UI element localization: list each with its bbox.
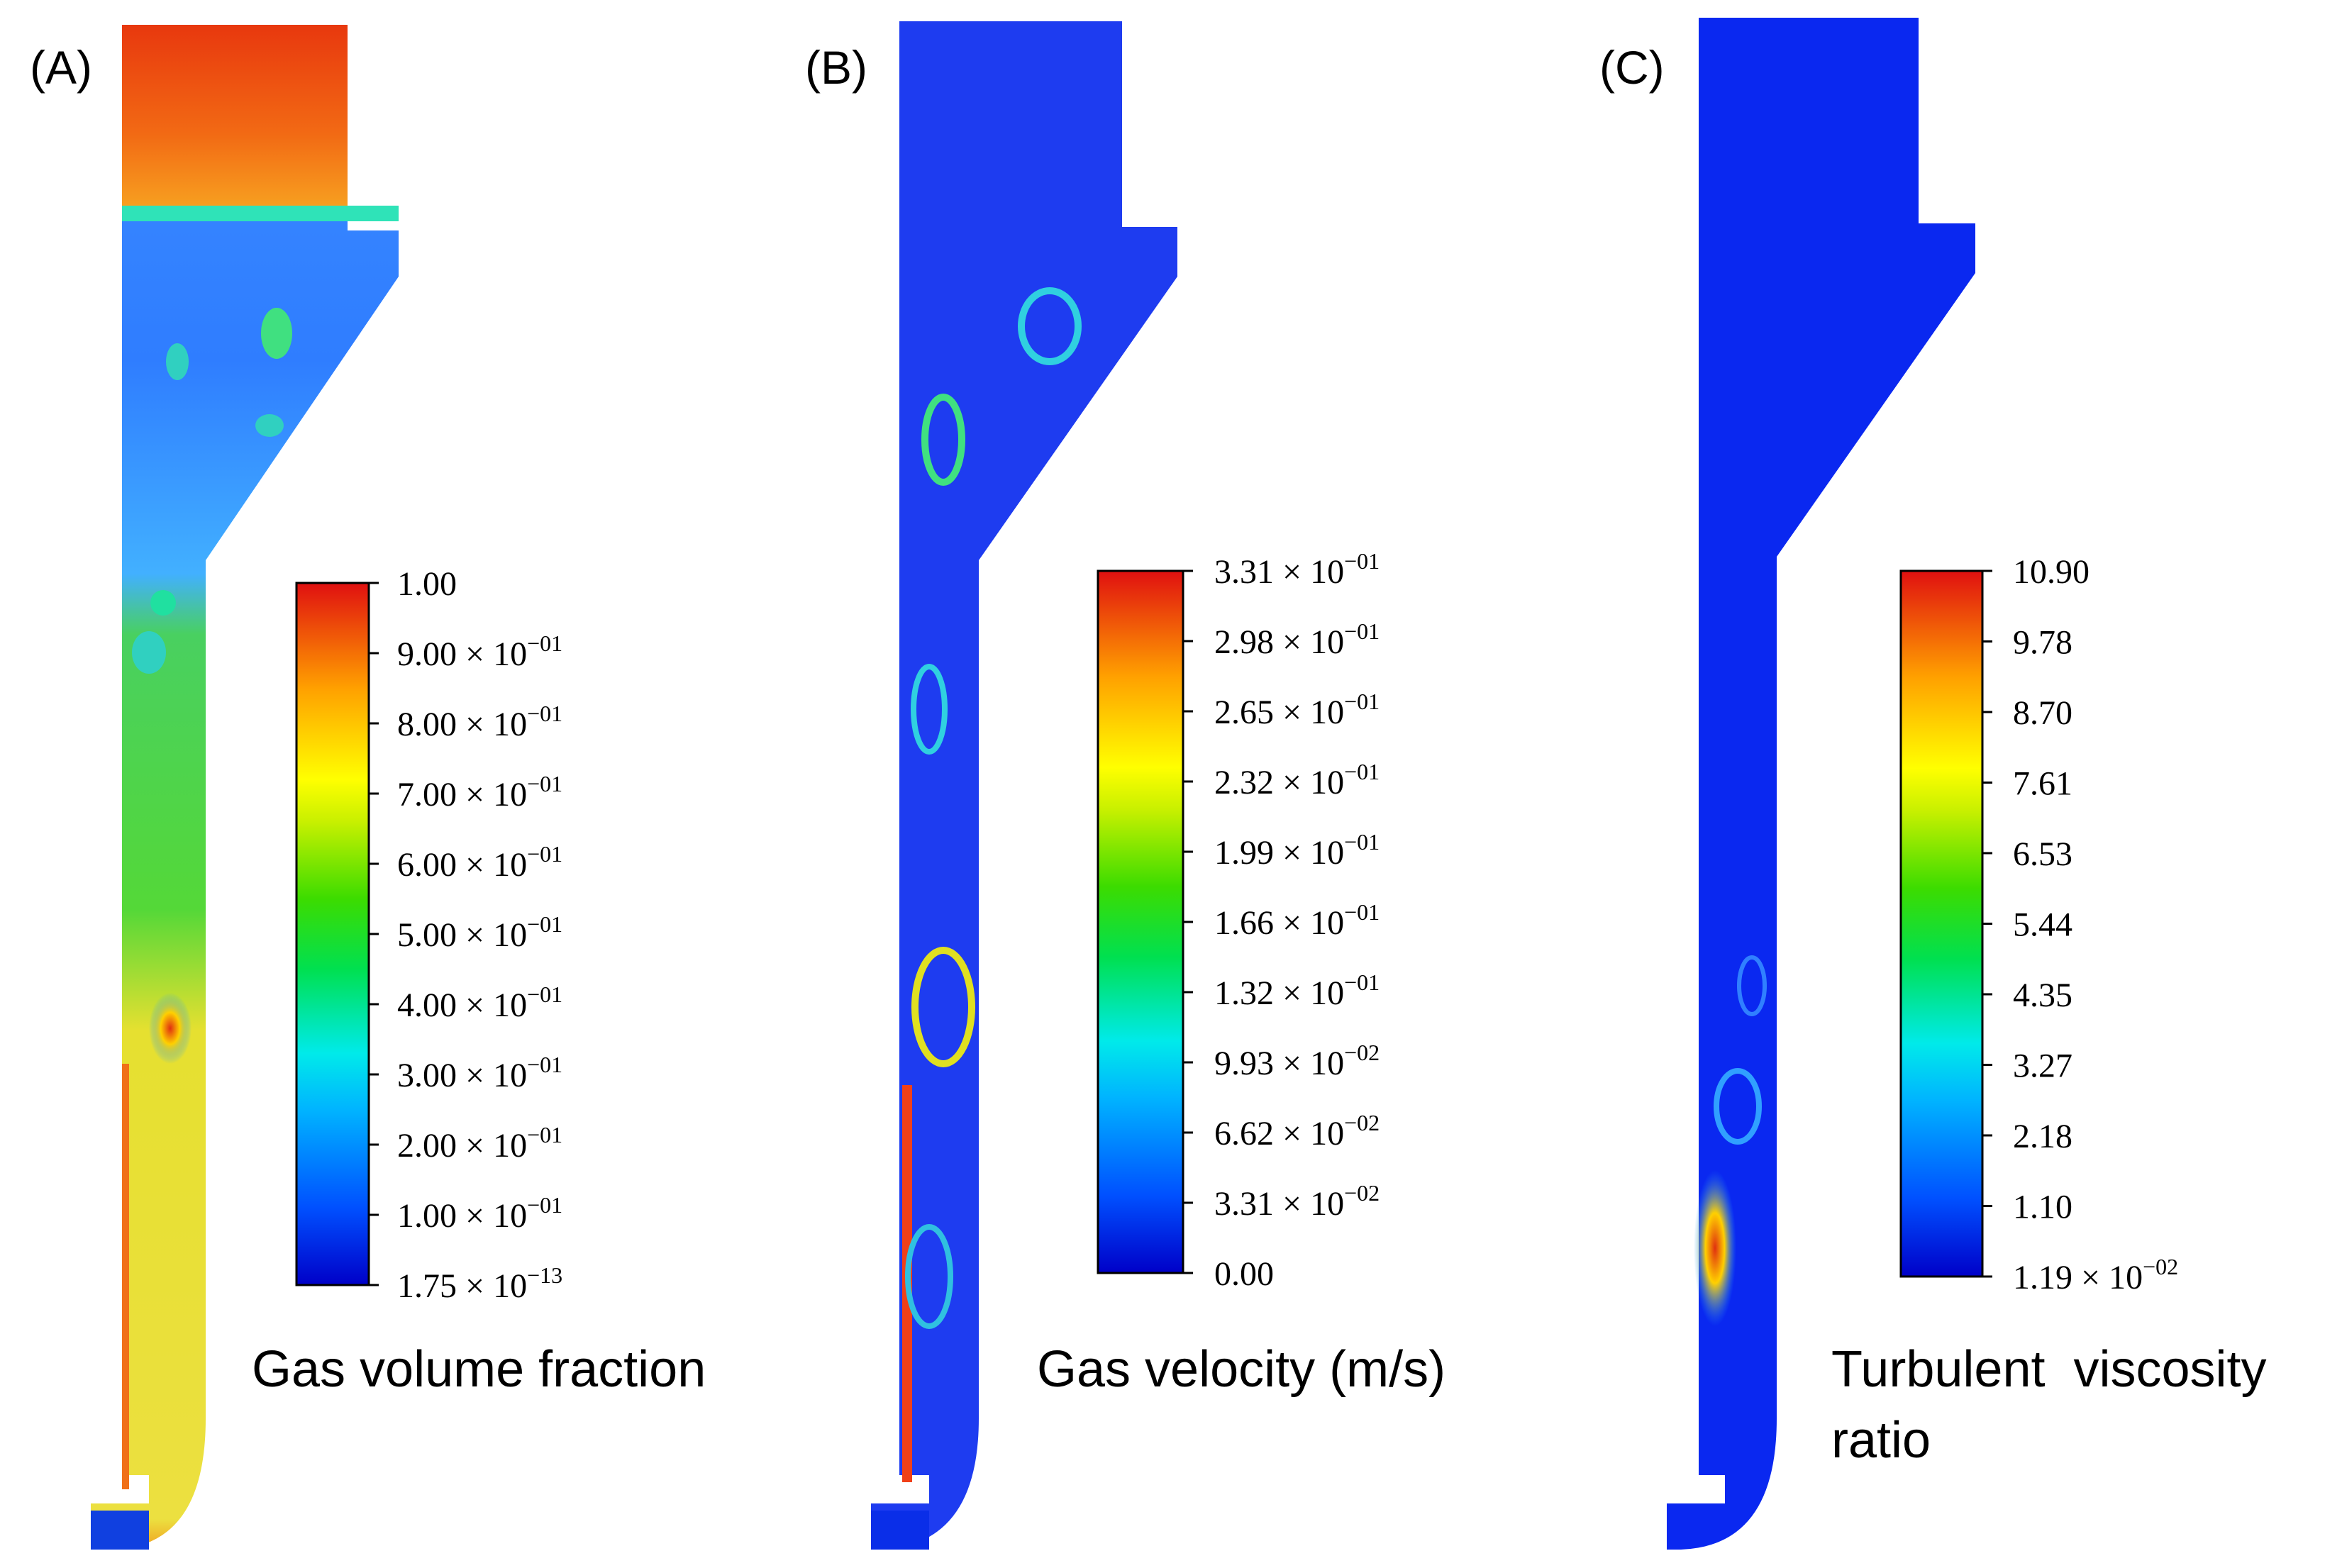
colorbar-tick-label: 1.32 × 10−01	[1214, 969, 1380, 1012]
colorbar-tick-label: 3.31 × 10−01	[1214, 548, 1380, 591]
colorbar-tick-label: 4.35	[2013, 977, 2072, 1014]
colorbar-tick-label: 9.78	[2013, 624, 2072, 662]
panel-caption: ratio	[1831, 1412, 1931, 1469]
reactor-domain-c	[1667, 18, 1975, 1550]
colorbar-tick-label: 2.18	[2013, 1118, 2072, 1155]
inlet-region	[91, 1511, 149, 1550]
colorbar-tick-label: 7.61	[2013, 765, 2072, 803]
colorbar-tick-label: 1.00	[397, 565, 457, 603]
panel-0: (A) 1.00 9.00 × 10−01 8.00 × 10−01 7.00 × 10…	[30, 41, 706, 1398]
vortex	[905, 1224, 953, 1329]
colorbar-tick-label: 2.98 × 10−01	[1214, 618, 1380, 661]
colorbar-tick-label: 1.19 × 10−02	[2013, 1254, 2178, 1296]
bubble	[150, 590, 176, 616]
colorbar-tick-label: 2.00 × 10−01	[397, 1122, 562, 1164]
colorbar-tick-label: 3.00 × 10−01	[397, 1052, 562, 1094]
colorbar-tick-label: 0.00	[1214, 1255, 1274, 1293]
colorbar	[295, 582, 370, 1286]
bubble	[149, 993, 192, 1064]
bubble	[255, 414, 284, 437]
colorbar-tick-label: 5.00 × 10−01	[397, 911, 562, 954]
colorbar	[1097, 569, 1184, 1274]
freeboard-gas-region	[122, 25, 348, 208]
colorbar-tick-label: 1.99 × 10−01	[1214, 829, 1380, 872]
interface-band	[122, 206, 399, 221]
panel-a-contour	[91, 25, 399, 1550]
colorbar-tick-label: 1.66 × 10−01	[1214, 899, 1380, 942]
wall-layer	[122, 1064, 129, 1489]
panel-label: (B)	[805, 41, 867, 94]
colorbar-tick-label: 1.10	[2013, 1189, 2072, 1226]
vortex	[1018, 287, 1082, 365]
reactor-domain-a	[91, 25, 399, 1550]
colorbar-tick-label: 8.70	[2013, 694, 2072, 732]
colorbar-tick-label: 7.00 × 10−01	[397, 771, 562, 813]
turbulence-streak	[1714, 1068, 1762, 1145]
bubble	[261, 308, 292, 359]
colorbar-tick-label: 6.53	[2013, 835, 2072, 873]
colorbar	[1899, 569, 1984, 1278]
panel-caption: Gas velocity (m/s)	[1037, 1341, 1445, 1398]
colorbar-tick-label: 9.93 × 10−02	[1214, 1040, 1380, 1082]
inlet-region	[871, 1511, 929, 1550]
colorbar-tick-label: 3.27	[2013, 1047, 2072, 1085]
panel-b-contour	[871, 21, 1177, 1550]
colorbar-tick-label: 6.00 × 10−01	[397, 841, 562, 884]
colorbar-tick-label: 8.00 × 10−01	[397, 701, 562, 743]
colorbar-tick-label: 9.00 × 10−01	[397, 630, 562, 673]
vortex	[911, 947, 975, 1067]
vortex	[911, 664, 948, 755]
turbulence-hotspot	[1694, 1170, 1736, 1326]
colorbar-tick-label: 2.65 × 10−01	[1214, 689, 1380, 731]
panel-label: (A)	[30, 41, 92, 94]
reactor-domain-b	[871, 21, 1177, 1550]
turbulence-streak	[1737, 955, 1767, 1016]
panel-caption: Gas volume fraction	[252, 1341, 706, 1398]
panel-2: (C) 10.90 9.78 8.70 7.61 6.53 5.44 4.35 3.27 2.18…	[1599, 41, 2267, 1469]
panel-label: (C)	[1599, 41, 1665, 94]
panel-1: (B) 3.31 × 10−01 2.98 × 10−01 2.65 × 10−01 2…	[805, 41, 1445, 1398]
colorbar-tick-label: 4.00 × 10−01	[397, 982, 562, 1024]
colorbar-tick-label: 10.90	[2013, 553, 2090, 591]
colorbar-tick-label: 1.75 × 10−13	[397, 1262, 562, 1305]
colorbar-tick-label: 1.00 × 10−01	[397, 1192, 562, 1235]
vortex	[921, 394, 965, 486]
bubble	[166, 343, 189, 380]
colorbar-tick-label: 6.62 × 10−02	[1214, 1110, 1380, 1152]
bubble	[132, 631, 166, 674]
colorbar-tick-label: 5.44	[2013, 906, 2072, 944]
panel-c-contour	[1667, 18, 1975, 1550]
panel-caption: Turbulent viscosity	[1831, 1341, 2267, 1398]
colorbar-tick-label: 3.31 × 10−02	[1214, 1180, 1380, 1223]
colorbar-tick-label: 2.32 × 10−01	[1214, 759, 1380, 801]
